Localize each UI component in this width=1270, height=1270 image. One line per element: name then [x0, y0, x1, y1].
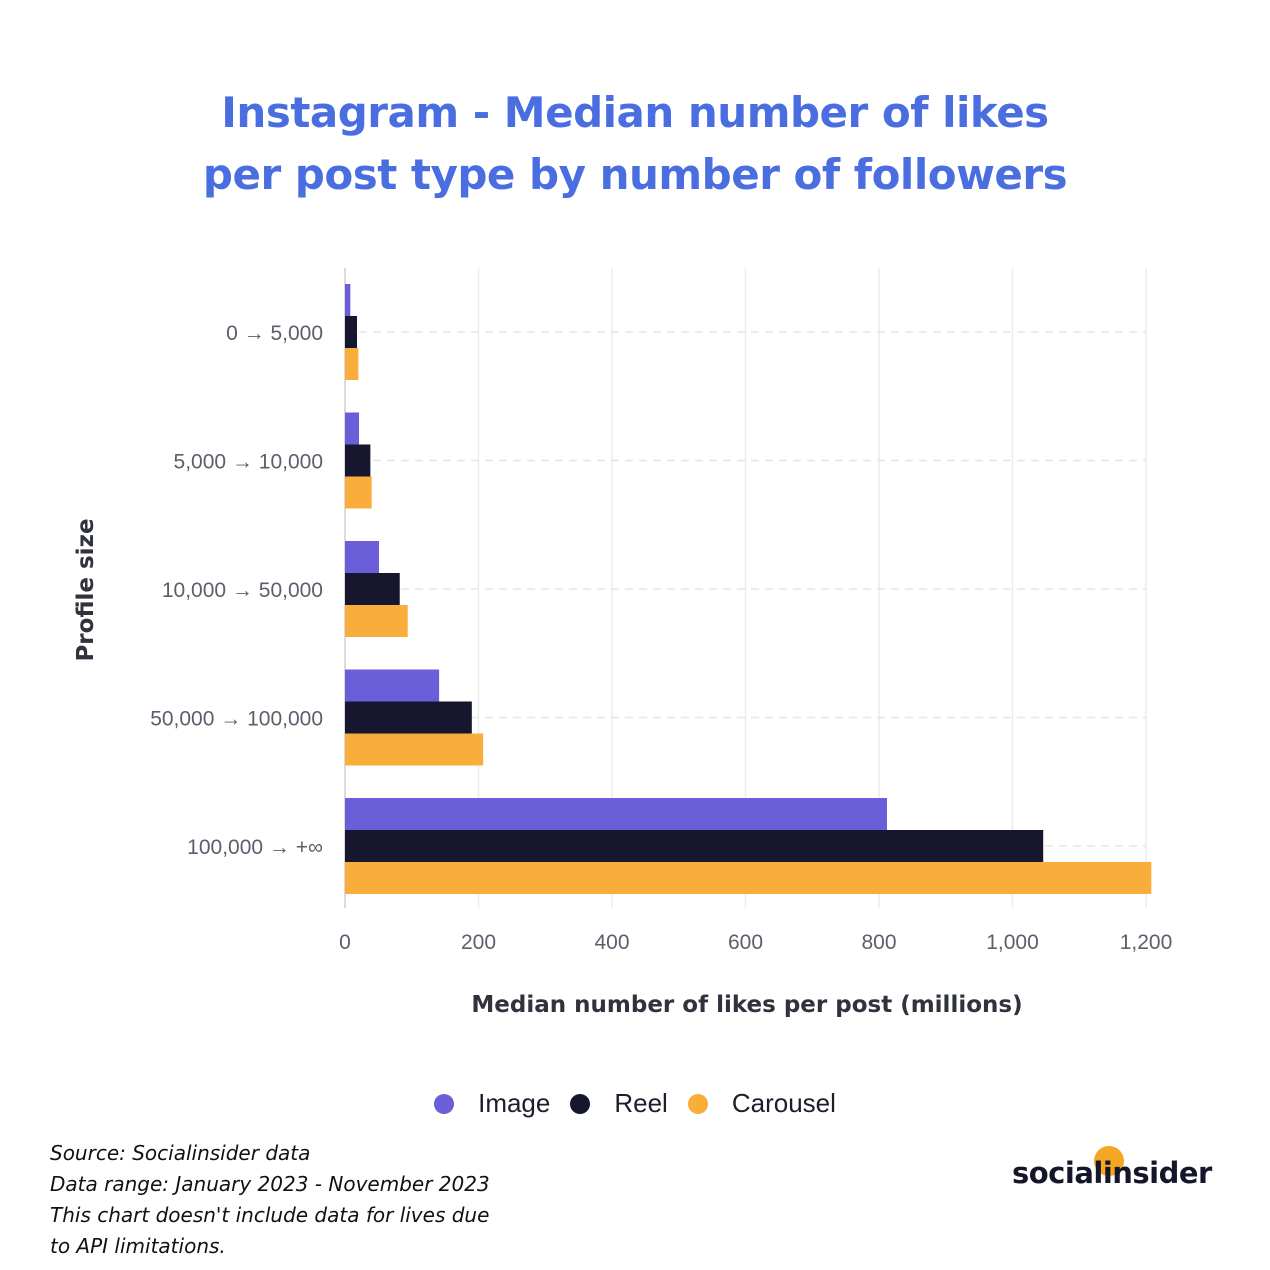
y-tick-label: 10,000 → 50,000: [162, 579, 323, 602]
reel-legend-swatch: [570, 1093, 591, 1114]
bar-image-3: [345, 669, 440, 702]
legend-label-reel: Reel: [614, 1088, 668, 1118]
y-tick-label: 5,000 → 10,000: [174, 451, 323, 474]
x-tick-label: 600: [728, 931, 763, 954]
note-source: Source: Socialinsider data: [50, 1141, 311, 1165]
y-axis-title: Profile size: [73, 518, 99, 661]
bar-carousel-1: [345, 476, 372, 509]
bar-carousel-2: [345, 605, 408, 637]
chart-title-line-1: Instagram - Median number of likes: [221, 88, 1049, 137]
carousel-legend-swatch: [687, 1093, 708, 1114]
note-limitation-1: This chart doesn't include data for live…: [50, 1203, 490, 1227]
x-tick-label: 0: [339, 931, 351, 954]
bar-carousel-3: [345, 733, 484, 766]
bar-carousel-4: [345, 862, 1152, 894]
bar-reel-4: [345, 830, 1044, 862]
y-tick-label: 50,000 → 100,000: [150, 708, 323, 731]
x-tick-label: 800: [861, 931, 896, 954]
bar-reel-0: [345, 316, 358, 348]
image-legend-swatch: [434, 1093, 455, 1114]
bar-reel-3: [345, 701, 472, 734]
legend: Image Reel Carousel: [0, 1088, 1270, 1119]
y-tick-label: 0 → 5,000: [226, 322, 323, 345]
note-limitation-2: to API limitations.: [50, 1234, 226, 1258]
legend-item-reel[interactable]: Reel: [570, 1088, 668, 1119]
bar-chart: 0 → 5,000 5,000 → 10,000 10,000 → 50,000 50…: [73, 268, 1173, 1018]
x-tick-label: 1,000: [986, 931, 1039, 954]
bar-image-2: [345, 541, 380, 573]
bar-reel-1: [345, 444, 371, 477]
source-notes: Source: Socialinsider data Data range: J…: [50, 1138, 490, 1262]
bar-reel-2: [345, 573, 400, 605]
legend-label-image: Image: [478, 1088, 551, 1118]
note-data-range: Data range: January 2023 - November 2023: [50, 1172, 490, 1196]
legend-item-carousel[interactable]: Carousel: [687, 1088, 836, 1119]
x-axis-title: Median number of likes per post (million…: [471, 992, 1022, 1018]
bar-image-1: [345, 412, 360, 445]
legend-label-carousel: Carousel: [731, 1088, 836, 1118]
bar-image-0: [345, 284, 351, 316]
x-tick-label: 1,200: [1120, 931, 1173, 954]
chart-title: Instagram - Median number of likes per p…: [0, 82, 1270, 206]
brand-logo: socialinsider: [1012, 1142, 1222, 1202]
x-tick-label: 400: [594, 931, 629, 954]
chart-title-line-2: per post type by number of followers: [202, 150, 1068, 199]
bar-carousel-0: [345, 348, 359, 380]
bar-image-4: [345, 798, 888, 830]
y-tick-label: 100,000 → +∞: [187, 836, 323, 859]
legend-item-image[interactable]: Image: [434, 1088, 550, 1119]
brand-logo-text: socialinsider: [1012, 1156, 1212, 1190]
brand-logo-dot: [1094, 1146, 1124, 1176]
x-tick-label: 200: [461, 931, 496, 954]
